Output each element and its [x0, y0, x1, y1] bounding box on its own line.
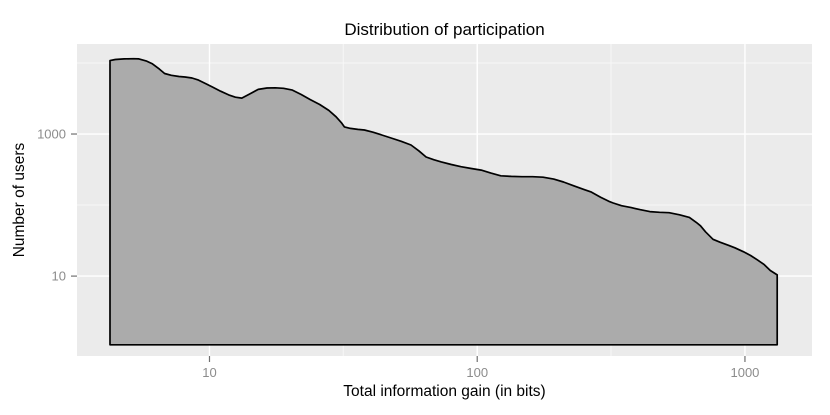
chart-title: Distribution of participation [344, 20, 545, 39]
area-series [109, 57, 779, 346]
x-tick-label: 10 [202, 365, 216, 380]
x-tick-label: 100 [466, 365, 488, 380]
x-axis-title: Total information gain (in bits) [343, 383, 546, 400]
y-tick-label: 10 [52, 269, 66, 284]
x-tick-label: 1000 [730, 365, 759, 380]
y-tick-label: 1000 [37, 127, 66, 142]
